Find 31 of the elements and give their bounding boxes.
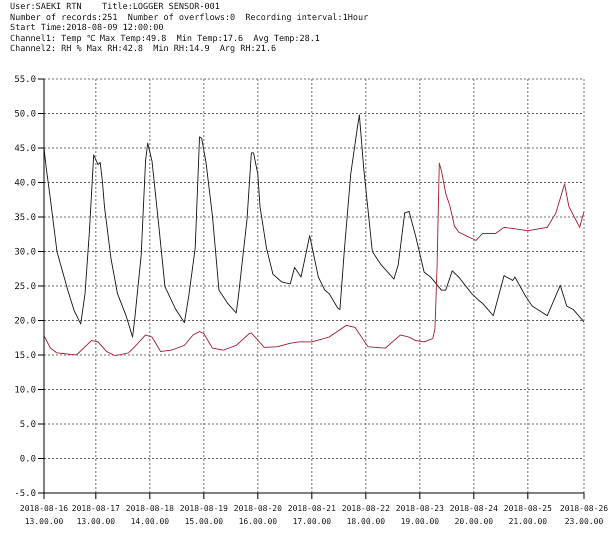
text: Number of records:251 Number of overflows:0 Recording interval:1Hour: [10, 12, 370, 23]
x-tick-label: 2018-08-21 17.00.00: [288, 504, 336, 526]
x-tick-label: 2018-08-22 18.00.00: [342, 504, 390, 526]
y-tick-label: 0.0: [20, 454, 36, 464]
x-tick-label: 2018-08-16 13.00.00: [20, 504, 68, 526]
x-tick-label: 2018-08-18 14.00.00: [126, 504, 174, 526]
x-tick-label: 2018-08-20 16.00.00: [234, 504, 282, 526]
y-tick-label: 25.0: [14, 282, 36, 292]
y-tick-label: 5.0: [20, 420, 36, 430]
y-tick-label: -5.0: [14, 488, 36, 499]
line-series: [44, 162, 584, 356]
y-tick-label: 45.0: [14, 144, 36, 154]
text: Channel2: RH % Max RH:42.8 Min RH:14.9 Arg RH:21.6: [10, 44, 278, 54]
text: Channel1: Temp ℃ Max Temp:49.8 Min Temp:17.6 Avg Temp:28.1: [10, 34, 321, 44]
x-tick-label: 2018-08-17 13.00.00: [72, 504, 120, 526]
y-tick-label: 15.0: [14, 350, 36, 361]
x-tick-label: 2018-08-26 23.00.00: [560, 504, 608, 526]
text: Start Time:2018-08-09 12:00:00: [10, 23, 165, 34]
y-tick-label: 30.0: [14, 247, 36, 258]
chart-title: User:SAEKI RTN Title:LOGGER SENSOR-001: [10, 2, 221, 12]
y-tick-label: 35.0: [14, 212, 36, 223]
line-series: [44, 114, 584, 338]
x-tick-label: 2018-08-23 19.00.00: [396, 504, 444, 526]
y-tick-label: 20.0: [14, 316, 36, 326]
y-tick-label: 10.0: [14, 385, 36, 396]
x-tick-label: 2018-08-25 21.00.00: [504, 504, 552, 526]
y-tick-label: 40.0: [14, 178, 36, 188]
x-tick-label: 2018-08-24 20.00.00: [450, 504, 498, 526]
y-tick-label: 55.0: [14, 74, 36, 85]
x-tick-label: 2018-08-19 15.00.00: [180, 504, 228, 526]
y-tick-label: 50.0: [14, 109, 36, 120]
